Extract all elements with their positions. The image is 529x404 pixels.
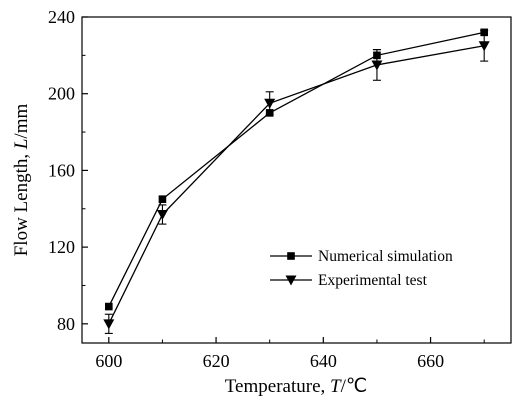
- y-axis-title: Flow Length, L/mm: [11, 104, 32, 257]
- point-1-4: [478, 41, 490, 52]
- x-tick-label-620: 620: [203, 351, 230, 371]
- x-tick-label-660: 660: [417, 351, 444, 371]
- point-0-0: [105, 302, 113, 311]
- y-tick-label-200: 200: [48, 84, 75, 104]
- series-0: [105, 28, 488, 311]
- point-1-3: [371, 60, 383, 71]
- y-tick-label-120: 120: [48, 237, 75, 257]
- series-1: [103, 29, 490, 334]
- legend-label-1: Experimental test: [318, 272, 428, 289]
- legend-label-0: Numerical simulation: [318, 248, 453, 265]
- series-layer: [103, 28, 490, 334]
- x-tick-label-640: 640: [310, 351, 337, 371]
- series-line-0: [108, 31, 485, 307]
- legend-marker-1: [285, 275, 297, 286]
- point-1-2: [264, 98, 276, 109]
- legend: Numerical simulation Experimental test: [270, 248, 453, 289]
- y-tick-label-80: 80: [57, 314, 75, 334]
- y-tick-label-160: 160: [48, 160, 75, 180]
- point-1-1: [156, 210, 168, 221]
- point-0-1: [158, 195, 167, 203]
- x-axis-title: Temperature, T/℃: [225, 376, 367, 397]
- tick-labels: 600 620 640 660 80 120 160 200 240: [48, 7, 444, 371]
- axis-ticks: [82, 16, 485, 343]
- plot-frame: [81, 16, 512, 344]
- series-line-1: [108, 45, 485, 325]
- x-tick-label-600: 600: [95, 351, 122, 371]
- point-1-0: [103, 319, 115, 330]
- y-tick-label-240: 240: [48, 7, 75, 27]
- legend-marker-0: [287, 252, 295, 260]
